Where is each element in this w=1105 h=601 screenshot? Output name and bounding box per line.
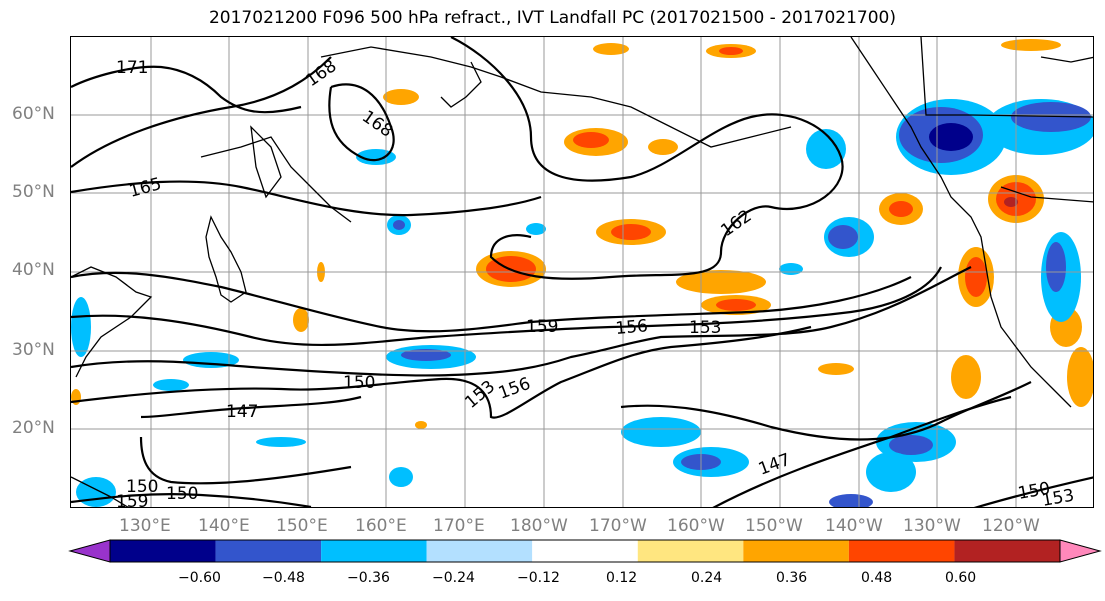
contour-label: 150: [126, 477, 158, 497]
colorbar-tick: −0.48: [262, 570, 305, 586]
coastlines: [71, 37, 1093, 507]
colorbar-tick: 0.48: [861, 570, 893, 586]
map-title: 2017021200 F096 500 hPa refract., IVT La…: [208, 8, 896, 28]
colorbar-tick: −0.12: [517, 570, 560, 586]
colorbar-swatch: [110, 540, 216, 562]
colorbar-tick: 0.12: [606, 570, 638, 586]
height-contours: [71, 37, 1093, 507]
colorbar-swatch: [848, 540, 955, 562]
lon-label-170w: 170°W: [589, 516, 647, 536]
lon-label-150e: 150°E: [276, 516, 328, 536]
colorbar-swatch: [532, 540, 638, 562]
lat-label-50n: 50°N: [12, 182, 55, 202]
contour-label: 159: [116, 492, 148, 508]
negative-anomaly-shading: [71, 99, 1093, 507]
lon-label-180w: 180°W: [510, 516, 568, 536]
lon-label-140w: 140°W: [825, 516, 883, 536]
contour-label: 168: [358, 107, 396, 142]
colorbar-outline: [109, 539, 1061, 563]
contour-label: 156: [496, 374, 533, 404]
colorbar-tick: −0.24: [432, 570, 475, 586]
contour-label: 153: [1040, 486, 1075, 508]
contour-label: 147: [226, 402, 258, 422]
lon-label-160w: 160°W: [667, 516, 725, 536]
colorbar-extend-max: [1059, 539, 1102, 563]
contour-label: 165: [127, 174, 164, 202]
contour-label: 171: [116, 58, 148, 78]
contour-label: 147: [756, 450, 793, 480]
colorbar-swatch: [321, 540, 427, 562]
lon-label-140e: 140°E: [198, 516, 250, 536]
colorbar-swatch: [954, 540, 1060, 562]
lon-label-150w: 150°W: [745, 516, 803, 536]
contour-label: 150: [166, 484, 198, 504]
lon-label-130e: 130°E: [119, 516, 171, 536]
lon-label-120w: 120°W: [982, 516, 1040, 536]
lat-label-40n: 40°N: [12, 260, 55, 280]
colorbar-tick: 0.36: [776, 570, 808, 586]
colorbar-swatch: [743, 540, 849, 562]
colorbar: [68, 539, 1102, 563]
lon-label-170e: 170°E: [433, 516, 485, 536]
lat-label-60n: 60°N: [12, 104, 55, 124]
colorbar-tick: −0.60: [178, 570, 221, 586]
colorbar-tick: −0.36: [347, 570, 390, 586]
positive-anomaly-shading: [71, 39, 1093, 429]
lon-label-160e: 160°E: [355, 516, 407, 536]
lat-label-30n: 30°N: [12, 340, 55, 360]
colorbar-swatch: [215, 540, 322, 562]
colorbar-extend-min: [68, 539, 111, 563]
map-canvas: 171 168 168 165 162 159 156 153 150 153 …: [71, 37, 1093, 508]
colorbar-swatch: [637, 540, 744, 562]
colorbar-tick: 0.24: [691, 570, 723, 586]
colorbar-tick: 0.60: [945, 570, 977, 586]
lon-label-130w: 130°W: [903, 516, 961, 536]
lat-label-20n: 20°N: [12, 418, 55, 438]
contour-label: 150: [343, 373, 375, 393]
contour-label: 159: [526, 317, 558, 337]
map-panel: 171 168 168 165 162 159 156 153 150 153 …: [70, 36, 1094, 508]
contour-label: 153: [689, 318, 721, 338]
colorbar-swatch: [426, 540, 533, 562]
contour-label: 156: [615, 316, 649, 339]
